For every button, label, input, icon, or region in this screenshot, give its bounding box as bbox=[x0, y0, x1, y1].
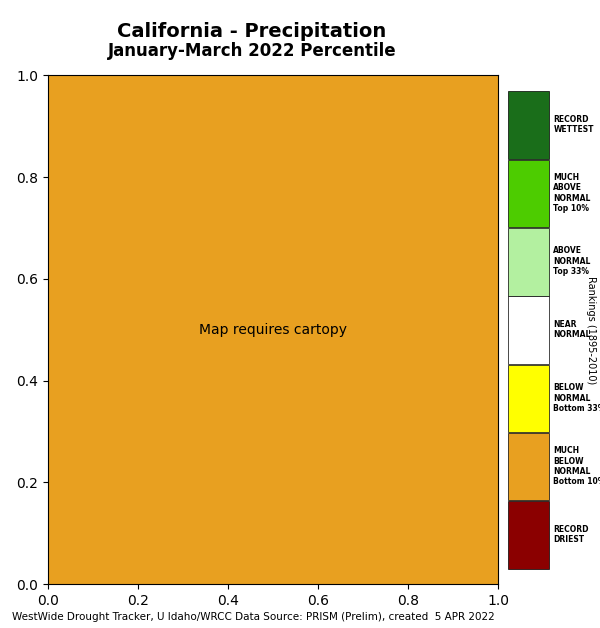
Text: Map requires cartopy: Map requires cartopy bbox=[199, 323, 347, 337]
Text: California - Precipitation: California - Precipitation bbox=[118, 22, 386, 41]
FancyBboxPatch shape bbox=[508, 160, 549, 227]
Text: Rankings (1895-2010): Rankings (1895-2010) bbox=[586, 276, 596, 384]
Text: RECORD
DRIEST: RECORD DRIEST bbox=[553, 525, 589, 544]
FancyBboxPatch shape bbox=[508, 228, 549, 296]
Text: NEAR
NORMAL: NEAR NORMAL bbox=[553, 320, 591, 339]
FancyBboxPatch shape bbox=[508, 296, 549, 364]
Text: MUCH
BELOW
NORMAL
Bottom 10%: MUCH BELOW NORMAL Bottom 10% bbox=[553, 447, 600, 487]
FancyBboxPatch shape bbox=[508, 433, 549, 501]
Text: MUCH
ABOVE
NORMAL
Top 10%: MUCH ABOVE NORMAL Top 10% bbox=[553, 173, 591, 213]
FancyBboxPatch shape bbox=[508, 364, 549, 432]
FancyBboxPatch shape bbox=[508, 501, 549, 569]
Text: ABOVE
NORMAL
Top 33%: ABOVE NORMAL Top 33% bbox=[553, 247, 591, 276]
Text: BELOW
NORMAL
Bottom 33%: BELOW NORMAL Bottom 33% bbox=[553, 383, 600, 413]
Text: RECORD
WETTEST: RECORD WETTEST bbox=[553, 115, 594, 134]
Text: WestWide Drought Tracker, U Idaho/WRCC Data Source: PRISM (Prelim), created  5 A: WestWide Drought Tracker, U Idaho/WRCC D… bbox=[12, 612, 495, 622]
Text: January-March 2022 Percentile: January-March 2022 Percentile bbox=[107, 41, 397, 60]
FancyBboxPatch shape bbox=[508, 91, 549, 159]
